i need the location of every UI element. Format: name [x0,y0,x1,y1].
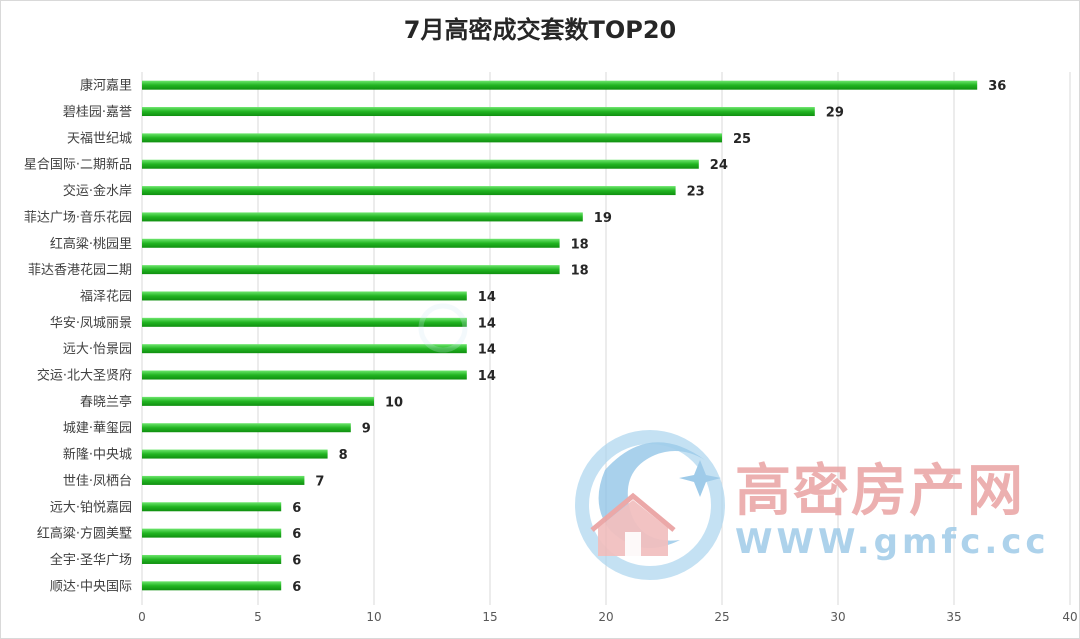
x-tick-label: 35 [946,610,961,624]
data-label: 6 [292,501,301,516]
bar [142,133,722,143]
data-label: 6 [292,553,301,568]
x-tick-label: 10 [366,610,381,624]
bar [142,265,560,275]
x-tick-label: 40 [1062,610,1077,624]
x-tick-label: 30 [830,610,845,624]
bar [142,475,305,485]
category-label: 天福世纪城 [67,131,132,146]
data-label: 29 [826,106,844,121]
data-label: 6 [292,527,301,542]
category-label: 远大·怡景园 [63,342,132,357]
data-label: 23 [687,185,705,200]
x-tick-label: 15 [482,610,497,624]
bar [142,291,467,301]
data-label: 14 [478,369,496,384]
category-label: 福泽花园 [80,288,132,304]
category-label: 远大·铂悦嘉园 [50,499,132,515]
data-label: 8 [339,448,348,463]
bar [142,554,282,564]
category-label: 交运·北大圣贤府 [37,368,132,384]
bar [142,370,467,380]
category-label: 星合国际·二期新品 [24,157,132,173]
data-label: 18 [571,264,589,279]
category-label: 顺达·中央国际 [50,579,132,594]
category-label: 红高粱·桃园里 [50,236,132,252]
data-label: 36 [988,79,1006,94]
watermark-logo: 高密房产网 WWW.gmfc.cc [575,430,1050,580]
x-tick-label: 0 [138,610,146,624]
bar [142,396,374,406]
data-label: 7 [315,474,324,489]
data-label: 6 [292,580,301,595]
bar [142,502,282,512]
x-tick-label: 20 [598,610,613,624]
category-label: 华安·凤城丽景 [50,316,132,331]
watermark-brand: 高密房产网 [735,459,1025,524]
category-label: 全宇·圣华广场 [50,552,132,568]
category-label: 新隆·中央城 [63,447,132,463]
data-label: 19 [594,211,612,226]
data-label: 18 [571,237,589,252]
data-label: 9 [362,422,371,437]
data-label: 24 [710,158,728,173]
bar [142,212,583,222]
bar [142,423,351,433]
bar [142,80,978,90]
data-label: 14 [478,343,496,358]
x-axis-ticks: 0 5 10 15 20 25 30 35 40 [138,610,1077,624]
x-tick-label: 25 [714,610,729,624]
bar [142,317,467,327]
category-label: 康河嘉里 [80,78,132,94]
category-labels: 康河嘉里碧桂园·嘉誉天福世纪城星合国际·二期新品交运·金水岸菲达广场·音乐花园红… [24,78,132,595]
category-label: 菲达广场·音乐花园 [24,209,132,225]
category-label: 交运·金水岸 [63,183,132,199]
bar [142,449,328,459]
data-label: 14 [478,290,496,305]
bar [142,344,467,354]
watermark-circle-icon [418,303,468,353]
category-label: 碧桂园·嘉誉 [63,105,132,120]
data-label: 14 [478,316,496,331]
bar [142,159,699,169]
bar [142,238,560,248]
data-label: 10 [385,395,403,410]
watermark-url: WWW.gmfc.cc [735,522,1050,562]
bars [142,80,978,591]
chart-title: 7月高密成交套数TOP20 [404,16,676,44]
swirl-logo-icon [575,430,725,580]
category-label: 春晓兰亭 [80,394,132,410]
center-watermark [418,303,468,353]
bar [142,107,815,117]
category-label: 红高粱·方圆美墅 [37,526,132,542]
category-label: 菲达香港花园二期 [28,262,132,278]
category-label: 城建·華玺园 [63,421,132,436]
x-tick-label: 5 [254,610,262,624]
data-label: 25 [733,132,751,147]
bar [142,581,282,591]
bar [142,186,676,196]
bar [142,528,282,538]
category-label: 世佳·凤栖台 [63,474,132,489]
